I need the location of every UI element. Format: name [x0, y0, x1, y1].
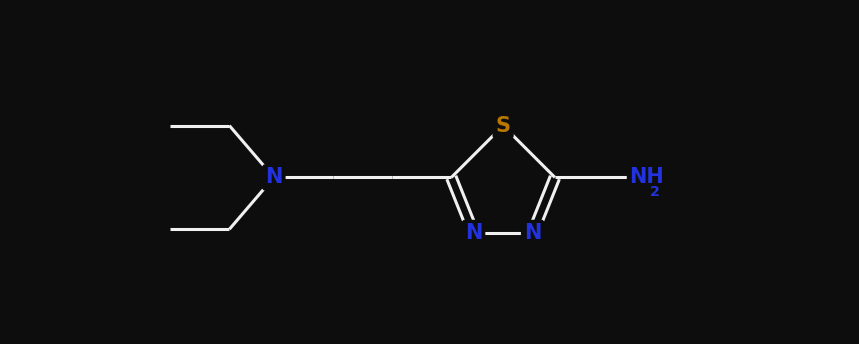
Text: N: N	[465, 223, 482, 243]
Text: 2: 2	[650, 185, 661, 199]
Text: N: N	[524, 223, 541, 243]
Text: NH: NH	[629, 168, 664, 187]
Text: N: N	[265, 168, 283, 187]
Text: S: S	[496, 116, 510, 136]
